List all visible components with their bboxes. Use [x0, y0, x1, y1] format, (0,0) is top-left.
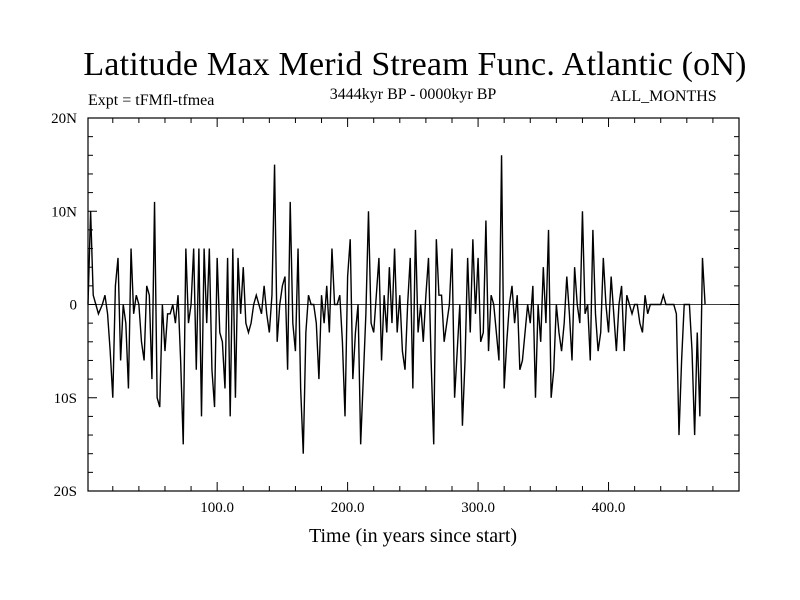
- y-tick-label: 0: [70, 298, 78, 314]
- x-tick-label: 100.0: [200, 500, 234, 516]
- time-range-label: 3444kyr BP - 0000kyr BP: [329, 86, 497, 103]
- axis-layer: 100.0 200.0 300.0 400.0 20N 10N 0 10S 20S: [51, 111, 740, 516]
- y-tick-label: 20N: [51, 111, 77, 127]
- y-tick-label: 10N: [51, 204, 77, 220]
- x-tick-label: 300.0: [461, 500, 495, 516]
- y-tick-label: 10S: [54, 391, 77, 407]
- y-tick-label: 20S: [54, 484, 77, 500]
- series-layer: [87, 155, 739, 454]
- chart-title: Latitude Max Merid Stream Func. Atlantic…: [83, 46, 747, 83]
- x-tick-label: 400.0: [592, 500, 626, 516]
- x-tick-label: 200.0: [331, 500, 365, 516]
- series-line: [87, 155, 706, 454]
- x-axis-title: Time (in years since start): [309, 525, 517, 547]
- experiment-label: Expt = tFMfl-tfmea: [88, 92, 215, 109]
- months-label: ALL_MONTHS: [610, 88, 717, 105]
